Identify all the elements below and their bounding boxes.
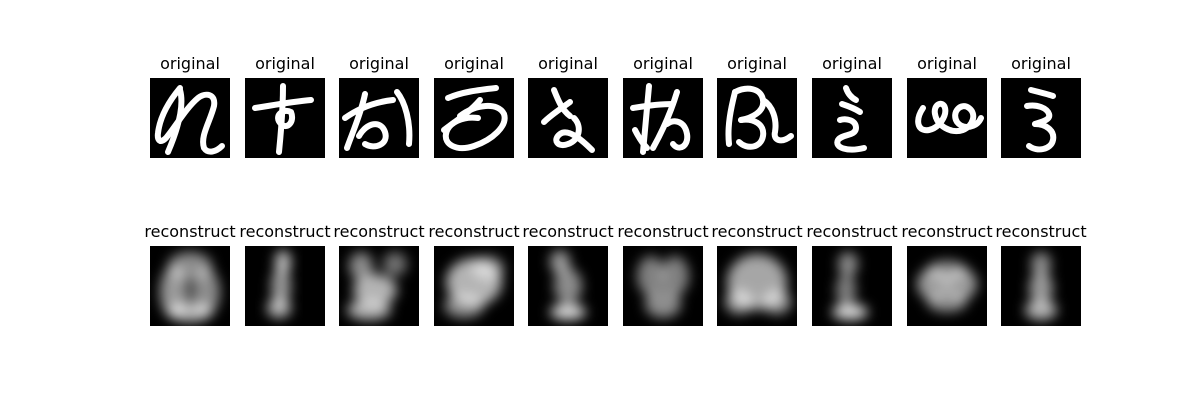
original-image (717, 78, 797, 158)
reconstructed-image (907, 246, 987, 326)
reconstructed-image (812, 246, 892, 326)
reconstruct-title: reconstruct (806, 222, 898, 241)
reconstructed-image (717, 246, 797, 326)
original-image (1001, 78, 1081, 158)
reconstructed-image (623, 246, 703, 326)
original-title: original (349, 54, 409, 73)
reconstructed-image (1001, 246, 1081, 326)
reconstruct-title: reconstruct (522, 222, 614, 241)
reconstructed-image (245, 246, 325, 326)
reconstructed-image (339, 246, 419, 326)
original-image (339, 78, 419, 158)
reconstructed-image (434, 246, 514, 326)
original-image (150, 78, 230, 158)
reconstruct-title: reconstruct (333, 222, 425, 241)
original-image (812, 78, 892, 158)
original-title: original (917, 54, 977, 73)
reconstruct-title: reconstruct (428, 222, 520, 241)
reconstruct-title: reconstruct (995, 222, 1087, 241)
reconstruct-title: reconstruct (901, 222, 993, 241)
original-title: original (538, 54, 598, 73)
original-image (623, 78, 703, 158)
reconstruct-title: reconstruct (239, 222, 331, 241)
original-image (245, 78, 325, 158)
reconstruct-title: reconstruct (711, 222, 803, 241)
original-title: original (255, 54, 315, 73)
original-title: original (727, 54, 787, 73)
original-title: original (633, 54, 693, 73)
reconstruct-title: reconstruct (144, 222, 236, 241)
original-title: original (160, 54, 220, 73)
original-image (907, 78, 987, 158)
original-title: original (1011, 54, 1071, 73)
original-image (434, 78, 514, 158)
original-title: original (444, 54, 504, 73)
original-image (528, 78, 608, 158)
reconstructed-image (150, 246, 230, 326)
reconstruct-title: reconstruct (617, 222, 709, 241)
reconstructed-image (528, 246, 608, 326)
original-title: original (822, 54, 882, 73)
